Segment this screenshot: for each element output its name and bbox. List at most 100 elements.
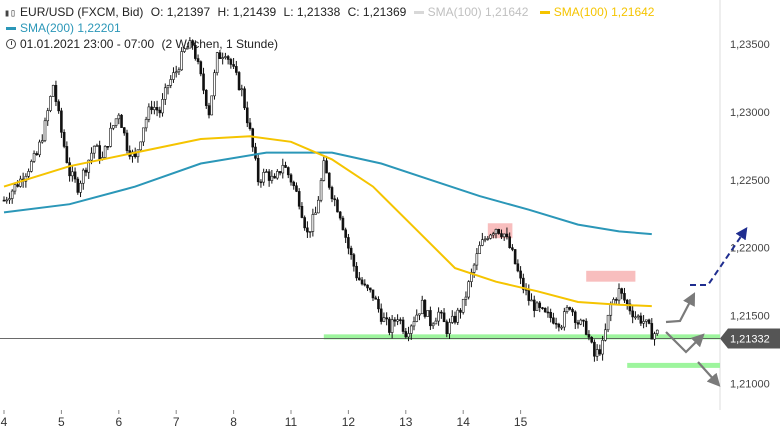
candle-body <box>284 165 287 168</box>
candle-body <box>418 313 421 316</box>
candle-body <box>500 233 503 238</box>
candle-body <box>292 181 296 187</box>
candle-body <box>333 198 337 201</box>
candle-body <box>79 182 82 193</box>
y-tick-label: 1,22000 <box>730 243 770 255</box>
high-value: H: 1,21439 <box>217 5 277 19</box>
sma100-label: SMA(100) 1,21642 <box>553 5 655 19</box>
candle-body <box>576 322 580 325</box>
candle-body <box>237 72 241 91</box>
candle-body <box>420 299 424 315</box>
sma200-legend[interactable]: SMA(200) 1,22201 <box>6 21 125 35</box>
candle-body <box>360 279 364 285</box>
candle-body <box>57 101 60 112</box>
candle-body <box>199 61 203 75</box>
candle-body <box>385 317 388 320</box>
candle-body <box>256 158 260 183</box>
candle-body <box>606 314 610 331</box>
sma100-legend-dim[interactable]: SMA(100) 1,21642 <box>413 5 533 19</box>
candle-body <box>38 141 41 156</box>
candle-body <box>300 205 304 218</box>
candle-body <box>650 323 654 340</box>
candle-body <box>207 105 211 116</box>
candle-body <box>114 118 118 126</box>
candle-body <box>571 309 574 313</box>
candle-body <box>5 199 9 202</box>
candle-body <box>308 231 312 233</box>
y-tick-label: 1,21000 <box>730 379 770 391</box>
candle-body <box>270 175 274 181</box>
candle-body <box>251 128 255 148</box>
candle-body <box>155 107 159 111</box>
sma100-line <box>3 135 652 308</box>
candle-body <box>327 172 331 188</box>
y-tick-label: 1,21500 <box>730 311 770 323</box>
candle-body <box>262 171 265 183</box>
candle-body <box>10 190 14 199</box>
candle-body <box>590 337 593 343</box>
candle-body <box>448 322 451 335</box>
candle-body <box>142 127 145 143</box>
candle-body <box>169 79 173 86</box>
candle-body <box>437 311 440 322</box>
last-price-label: 1,21332 <box>730 333 770 345</box>
candle-body <box>573 311 577 323</box>
candle-body <box>60 110 63 133</box>
candle-body <box>161 99 164 114</box>
candle-body <box>215 52 219 74</box>
sma100-legend[interactable]: SMA(100) 1,21642 <box>539 5 659 19</box>
candle-body <box>358 277 361 281</box>
candle-body <box>210 95 214 116</box>
candle-body <box>122 127 126 134</box>
candle-body <box>623 293 626 301</box>
x-tick-label: 14 <box>457 415 471 429</box>
candle-body <box>349 247 353 255</box>
candle-body <box>565 307 569 312</box>
candle-body <box>13 184 17 192</box>
candle-body <box>235 66 238 73</box>
candle-body <box>614 299 618 301</box>
candle-body <box>352 254 356 267</box>
sma100-dim-label: SMA(100) 1,21642 <box>427 5 529 19</box>
candle-body <box>2 199 6 202</box>
candle-body <box>538 302 542 308</box>
candle-body <box>65 146 69 163</box>
candle-body <box>620 288 624 294</box>
candle-body <box>494 228 498 234</box>
candle-body <box>229 59 233 65</box>
candle-body <box>289 174 293 183</box>
candle-body <box>543 307 547 313</box>
candle-body <box>202 73 205 91</box>
candle-body <box>344 229 347 238</box>
candle-body <box>297 191 301 207</box>
candle-body <box>434 320 438 325</box>
candle-body <box>601 339 604 355</box>
candle-body <box>147 106 151 120</box>
candle-body <box>390 319 394 333</box>
candle-body <box>415 314 419 322</box>
candle-body <box>560 326 563 329</box>
x-tick-label: 15 <box>514 415 528 429</box>
candle-body <box>522 277 525 290</box>
candle-body <box>177 69 181 73</box>
clock-icon <box>6 39 16 49</box>
candle-body <box>188 40 192 49</box>
candle-body <box>497 228 501 234</box>
candle-body <box>552 317 555 324</box>
candle-body <box>281 165 285 174</box>
x-tick-label: 11 <box>285 415 298 429</box>
candle-body <box>90 152 93 161</box>
candle-body <box>470 272 473 282</box>
candle-body <box>8 198 11 201</box>
candle-body <box>366 284 369 289</box>
candle-body <box>393 319 397 322</box>
candle-body <box>628 303 632 312</box>
candle-body <box>166 85 170 89</box>
candle-body <box>120 114 123 128</box>
candle-body <box>303 217 306 229</box>
candle-body <box>516 263 520 272</box>
candle-body <box>68 162 71 177</box>
candle-body <box>144 119 148 129</box>
candlestick-icon: ▮▯ <box>4 8 17 19</box>
